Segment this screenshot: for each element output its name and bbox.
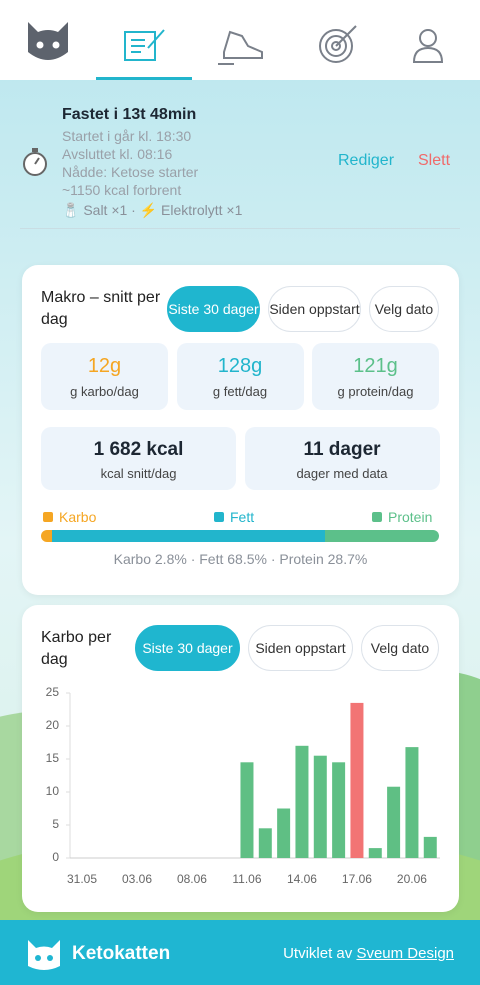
legend-swatch <box>43 512 53 522</box>
stat-label: g fett/dag <box>212 384 268 399</box>
credit: Utviklet av Sveum Design <box>283 945 454 962</box>
profile-tab[interactable] <box>412 29 444 63</box>
fast-details: Startet i går kl. 18:30 Avsluttet kl. 08… <box>62 127 242 219</box>
bar <box>350 702 364 858</box>
divider <box>20 228 460 229</box>
bar <box>277 808 291 858</box>
filter-pill[interactable]: Velg dato <box>361 625 439 671</box>
filter-pill[interactable]: Siste 30 dager <box>135 625 240 671</box>
filter-pill[interactable]: Velg dato <box>369 286 439 332</box>
macro-split-bar <box>41 530 439 542</box>
edit-button[interactable]: Rediger <box>338 152 395 169</box>
cat-avatar[interactable] <box>28 22 68 60</box>
bar <box>368 848 382 858</box>
stat-value: 128g <box>217 355 263 377</box>
footer: Ketokatten Utviklet av Sveum Design <box>0 920 480 985</box>
stat-box: 12g g karbo/dag <box>41 343 168 410</box>
macro-summary: Karbo 2.8% · Fett 68.5% · Protein 28.7% <box>113 551 368 567</box>
bar <box>258 828 272 858</box>
bar <box>387 786 401 858</box>
x-tick-label: 17.06 <box>342 872 372 886</box>
legend-label: Karbo <box>59 509 97 525</box>
carb-card <box>22 605 459 912</box>
x-tick-label: 14.06 <box>287 872 317 886</box>
y-tick-label: 10 <box>46 784 60 798</box>
carb-chart: 0 5 10 15 20 25 31.05 03.06 08.06 11.06 14.06 17.06… <box>46 685 440 886</box>
stat-label: g karbo/dag <box>70 384 139 399</box>
total-value: 1 682 kcal <box>93 439 184 460</box>
stat-label: g protein/dag <box>337 384 414 399</box>
stat-box: 128g g fett/dag <box>176 343 304 410</box>
bar <box>295 745 309 858</box>
y-tick-label: 20 <box>46 718 60 732</box>
bar <box>405 747 419 858</box>
credit-link[interactable]: Sveum Design <box>356 945 454 962</box>
total-label: kcal snitt/dag <box>100 466 177 481</box>
total-label: dager med data <box>296 466 388 481</box>
filter-pill[interactable]: Siden oppstart <box>268 286 361 332</box>
x-tick-label: 31.05 <box>67 872 97 886</box>
stat-box: 121g g protein/dag <box>312 343 439 410</box>
stat-value: 121g <box>353 355 398 377</box>
total-value: 11 dager <box>303 439 381 460</box>
bar <box>240 762 254 858</box>
x-tick-label: 20.06 <box>397 872 427 886</box>
split-segment <box>52 530 325 542</box>
macro-title: Makro – snitt per dag <box>41 289 161 328</box>
y-tick-label: 25 <box>46 685 60 699</box>
legend-item: Karbo <box>43 509 96 525</box>
fast-title: Fastet i 13t 48min <box>62 106 197 123</box>
fast-line: Startet i går kl. 18:30 <box>62 128 192 144</box>
fast-line: Avsluttet kl. 08:16 <box>62 146 173 162</box>
exercise-tab[interactable] <box>218 30 263 65</box>
carb-title: Karbo per dag <box>41 629 112 668</box>
filter-pill[interactable]: Siden oppstart <box>248 625 353 671</box>
footer-logo <box>28 940 60 970</box>
bar <box>313 755 327 858</box>
total-box: 1 682 kcal kcal snitt/dag <box>41 427 236 490</box>
legend-item: Protein <box>372 509 432 525</box>
stopwatch-icon <box>23 148 47 176</box>
delete-button[interactable]: Slett <box>418 152 451 169</box>
bar <box>423 836 437 858</box>
y-tick-label: 5 <box>52 817 59 831</box>
fast-line: Nådde: Ketose starter <box>62 164 199 180</box>
total-box: 11 dager dager med data <box>244 427 440 490</box>
legend-label: Fett <box>230 509 255 525</box>
nav-icons <box>28 22 444 80</box>
bar <box>332 762 346 858</box>
active-tab-indicator <box>96 77 192 80</box>
credit-text: Utviklet av <box>283 945 353 962</box>
filter-pill[interactable]: Siste 30 dager <box>167 286 260 332</box>
stat-value: 12g <box>87 355 122 377</box>
x-tick-label: 11.06 <box>232 872 261 886</box>
legend-swatch <box>214 512 224 522</box>
brand: Ketokatten <box>72 943 171 964</box>
split-segment <box>324 530 439 542</box>
y-tick-label: 15 <box>46 751 60 765</box>
x-tick-label: 03.06 <box>122 872 152 886</box>
nav-bar <box>0 0 480 80</box>
fast-supplements: 🧂 Salt ×1 · ⚡ Elektrolytt ×1 <box>62 202 243 218</box>
legend-item: Fett <box>214 509 254 525</box>
fast-line: ~1150 kcal forbrent <box>62 182 182 198</box>
diary-tab[interactable] <box>124 29 165 61</box>
y-tick-label: 0 <box>52 850 59 864</box>
split-segment <box>41 530 53 542</box>
x-tick-label: 08.06 <box>177 872 207 886</box>
goal-tab[interactable] <box>319 25 357 63</box>
legend-swatch <box>372 512 382 522</box>
legend-label: Protein <box>388 509 433 525</box>
